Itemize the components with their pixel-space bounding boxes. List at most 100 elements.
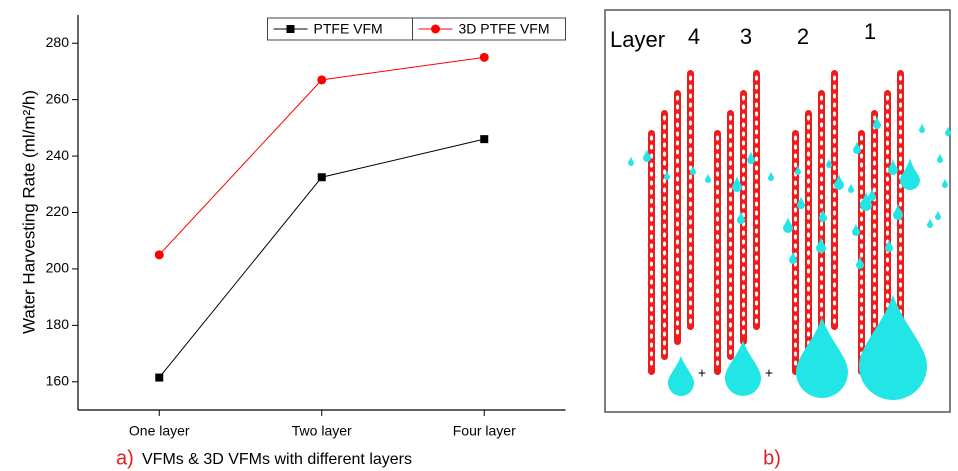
pore — [676, 194, 679, 199]
pore — [676, 113, 679, 118]
pore — [729, 178, 732, 183]
pore — [820, 203, 823, 208]
pore — [663, 214, 666, 219]
pore — [899, 291, 902, 296]
pore — [663, 187, 666, 192]
pore — [663, 250, 666, 255]
pore — [663, 349, 666, 354]
pore — [650, 198, 653, 203]
pore — [794, 162, 797, 167]
pore — [742, 167, 745, 172]
pore — [755, 291, 758, 296]
caption-label: b) — [763, 447, 781, 469]
pore — [742, 293, 745, 298]
pore — [650, 225, 653, 230]
pore — [729, 340, 732, 345]
pore — [807, 277, 810, 282]
pore — [820, 185, 823, 190]
pore — [807, 142, 810, 147]
pore — [860, 279, 863, 284]
pore — [794, 297, 797, 302]
pore — [676, 275, 679, 280]
pore — [873, 178, 876, 183]
pore — [873, 250, 876, 255]
pore — [755, 111, 758, 116]
pore — [807, 259, 810, 264]
pore — [716, 225, 719, 230]
pore — [689, 291, 692, 296]
pore — [663, 241, 666, 246]
pore — [742, 266, 745, 271]
pore — [729, 349, 732, 354]
pore — [716, 189, 719, 194]
pore — [807, 232, 810, 237]
x-tick-label: Four layer — [453, 423, 516, 439]
pore — [742, 248, 745, 253]
pore — [873, 295, 876, 300]
pore — [729, 277, 732, 282]
x-tick-label: One layer — [129, 423, 190, 439]
pore — [676, 248, 679, 253]
layer-number: 3 — [740, 24, 752, 49]
pore — [899, 138, 902, 143]
y-tick-label: 240 — [46, 147, 70, 163]
pore — [729, 133, 732, 138]
plus-sign: + — [765, 365, 773, 381]
pore — [899, 264, 902, 269]
pore — [860, 288, 863, 293]
pore — [716, 315, 719, 320]
pore — [899, 102, 902, 107]
pore — [663, 331, 666, 336]
pore — [755, 201, 758, 206]
pore — [650, 171, 653, 176]
pore — [676, 176, 679, 181]
pore — [755, 237, 758, 242]
pore — [807, 241, 810, 246]
pore — [860, 234, 863, 239]
pore — [820, 293, 823, 298]
pore — [689, 129, 692, 134]
pore — [899, 228, 902, 233]
pore — [833, 138, 836, 143]
pore — [833, 84, 836, 89]
pore — [833, 282, 836, 287]
pore — [729, 160, 732, 165]
pore — [860, 270, 863, 275]
pore — [742, 158, 745, 163]
pore — [755, 84, 758, 89]
pore — [650, 351, 653, 356]
pore — [899, 147, 902, 152]
pore — [729, 142, 732, 147]
pore — [689, 318, 692, 323]
pore — [742, 95, 745, 100]
pore — [873, 304, 876, 309]
pore — [807, 286, 810, 291]
pore — [716, 153, 719, 158]
pore — [742, 302, 745, 307]
pore — [820, 221, 823, 226]
pore — [676, 230, 679, 235]
pore — [833, 255, 836, 260]
pore — [729, 295, 732, 300]
marker — [480, 53, 489, 62]
pore — [899, 300, 902, 305]
pore — [650, 324, 653, 329]
pore — [650, 252, 653, 257]
pore — [755, 147, 758, 152]
pore — [729, 304, 732, 309]
pore — [663, 340, 666, 345]
pore — [755, 282, 758, 287]
pore — [794, 234, 797, 239]
pore — [689, 201, 692, 206]
pore — [820, 167, 823, 172]
pore — [794, 153, 797, 158]
pore — [899, 84, 902, 89]
pore — [886, 104, 889, 109]
pore — [689, 300, 692, 305]
pore — [860, 315, 863, 320]
pore — [833, 300, 836, 305]
pore — [650, 207, 653, 212]
pore — [650, 333, 653, 338]
pore — [663, 286, 666, 291]
pore — [833, 318, 836, 323]
